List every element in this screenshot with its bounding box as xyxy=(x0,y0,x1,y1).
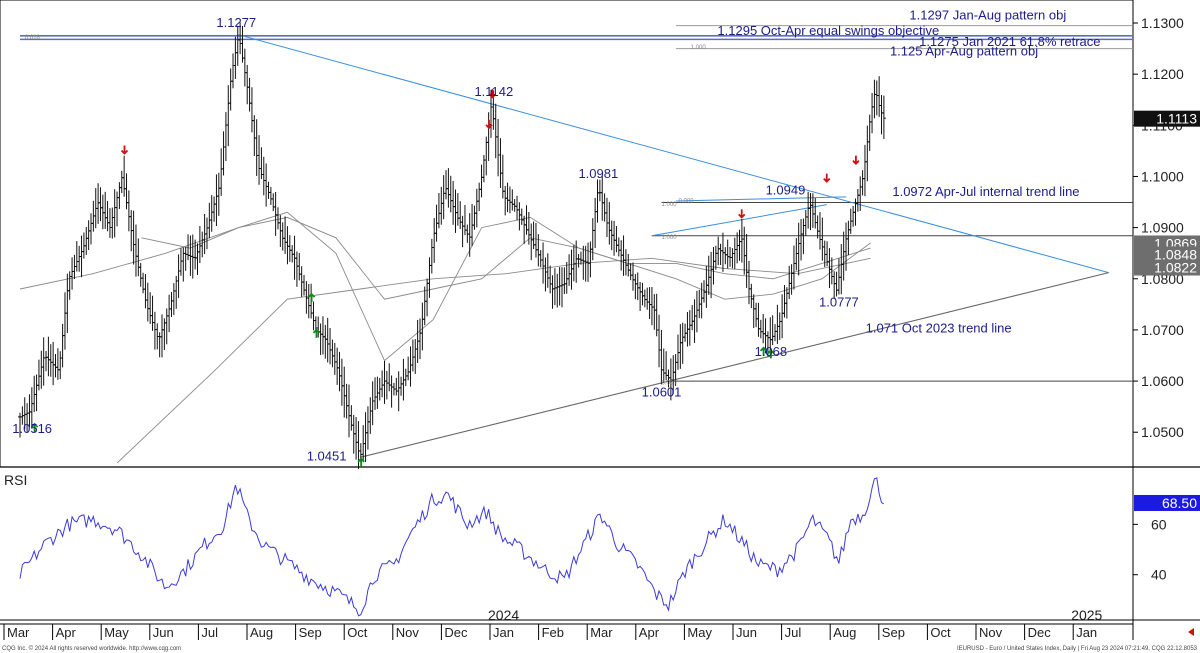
fib-ratio-label: 1.000 xyxy=(662,235,678,241)
rsi-panel[interactable]: RSI 60 40 68.50 xyxy=(4,472,1200,617)
month-label: Oct xyxy=(347,625,368,640)
annotation-text: 1.1275 Jan 2021 61.8% retrace xyxy=(919,34,1100,49)
month-label: Mar xyxy=(590,625,613,640)
rsi-line xyxy=(19,477,885,617)
rsi-current-box xyxy=(1134,494,1200,511)
symbol-caption: IEURUSD - Euro / United States Index, Da… xyxy=(957,646,1198,652)
annotation-text: 1.071 Oct 2023 trend line xyxy=(866,320,1012,335)
month-label: Feb xyxy=(542,625,564,640)
annotation-text: 1.1297 Jan-Aug pattern obj xyxy=(909,7,1066,22)
rsi-tick-label: 40 xyxy=(1151,567,1167,583)
time-axis[interactable]: Mar Apr May Jun Jul Aug Sep Oct Nov Dec Jan Feb Mar A… xyxy=(0,607,1194,640)
price-axis[interactable]: 1.13001.12001.11001.10001.09001.08001.07… xyxy=(1133,15,1200,440)
month-label: May xyxy=(687,625,712,640)
down-arrow-icon xyxy=(738,209,746,219)
trend-lines xyxy=(238,34,1109,458)
up-arrow-icon xyxy=(312,328,321,338)
price-tick-label: 1.0500 xyxy=(1141,424,1184,440)
month-label: Jun xyxy=(153,625,174,640)
annotations: 1.1277 1.1142 1.0981 1.0949 1.0777 1.068 1.060… xyxy=(12,7,1100,463)
up-arrow-icon xyxy=(30,422,39,433)
price-tick-label: 1.0700 xyxy=(1141,322,1184,338)
ohlc-bars xyxy=(18,22,886,470)
month-label: Nov xyxy=(396,625,420,640)
year-label: 2025 xyxy=(1071,607,1102,623)
moving-average-1 xyxy=(19,211,871,362)
fib-ratio-label: 0.618 xyxy=(25,35,41,41)
price-tick-label: 1.1200 xyxy=(1141,66,1184,82)
rsi-current-value: 68.50 xyxy=(1162,495,1197,511)
month-label: Oct xyxy=(930,625,951,640)
down-arrow-icon xyxy=(120,145,129,155)
price-plot-area xyxy=(0,0,1134,468)
scroll-left-icon[interactable] xyxy=(1188,628,1194,636)
annotation-text: 1.0972 Apr-Jul internal trend line xyxy=(892,184,1079,199)
year-label: 2024 xyxy=(488,607,519,623)
down-arrow-icon xyxy=(485,119,493,130)
price-marker-box xyxy=(1134,246,1200,263)
trend-line-4 xyxy=(676,196,847,202)
trend-line-3 xyxy=(651,204,827,237)
signal-arrows xyxy=(30,89,860,467)
down-arrow-icon xyxy=(488,89,497,99)
month-label: Jul xyxy=(785,625,802,640)
month-label: Jan xyxy=(493,625,514,640)
price-point-label: 1.0601 xyxy=(642,385,682,400)
ohlc-bar xyxy=(881,95,886,140)
month-label: Aug xyxy=(833,625,856,640)
month-label: Sep xyxy=(882,625,905,640)
price-marker-text: 1.1113 xyxy=(1156,111,1197,127)
price-tick-label: 1.0900 xyxy=(1141,220,1184,236)
price-marker-box xyxy=(1134,259,1200,276)
rsi-title: RSI xyxy=(4,472,27,488)
up-arrow-icon xyxy=(767,349,775,359)
price-point-label: 1.1277 xyxy=(216,15,256,30)
month-label: May xyxy=(104,625,129,640)
price-point-label: 1.0981 xyxy=(578,166,618,181)
up-arrow-icon xyxy=(759,346,768,356)
month-label: Apr xyxy=(56,625,77,640)
down-arrow-icon xyxy=(852,155,860,165)
month-label: Apr xyxy=(639,625,660,640)
price-point-label: 1.0451 xyxy=(307,448,347,463)
price-point-label: 1.068 xyxy=(755,344,788,359)
price-point-label: 1.0516 xyxy=(12,421,52,436)
month-label: Jun xyxy=(736,625,757,640)
month-label: Nov xyxy=(979,625,1003,640)
price-marker-text: 1.0848 xyxy=(1154,246,1197,262)
down-arrow-icon xyxy=(823,173,831,183)
month-label: Dec xyxy=(1028,625,1052,640)
price-marker-box xyxy=(1134,110,1200,127)
trend-line-2 xyxy=(360,272,1109,458)
up-arrow-icon xyxy=(357,457,365,467)
fib-ratio-label: 0.000 xyxy=(662,381,678,387)
month-label: Mar xyxy=(7,625,30,640)
month-label: Jul xyxy=(201,625,218,640)
month-label: Jan xyxy=(1076,625,1097,640)
fib-ratio-label: 0.000 xyxy=(679,199,695,205)
price-point-label: 1.0949 xyxy=(766,183,806,198)
month-label: Dec xyxy=(444,625,468,640)
price-point-label: 1.0777 xyxy=(819,295,859,310)
up-arrow-icon xyxy=(307,292,316,303)
annotation-text: 1.125 Apr-Aug pattern obj xyxy=(890,44,1038,59)
footer: CQG Inc. © 2024 All rights reserved worl… xyxy=(2,645,1198,652)
horizontal-levels xyxy=(20,25,1133,382)
rsi-tick-label: 60 xyxy=(1151,516,1167,532)
price-tick-label: 1.1300 xyxy=(1141,15,1184,31)
month-label: Aug xyxy=(250,625,273,640)
copyright-text: CQG Inc. © 2024 All rights reserved worl… xyxy=(2,645,181,652)
price-point-label: 1.1142 xyxy=(474,84,513,99)
month-label: Sep xyxy=(299,625,322,640)
fib-ratio-label: 1.000 xyxy=(662,202,678,208)
price-marker-text: 1.0822 xyxy=(1154,260,1197,276)
fib-ratio-label: 1.000 xyxy=(691,45,707,51)
price-tick-label: 1.1000 xyxy=(1141,168,1184,184)
trend-line-1 xyxy=(238,34,1109,274)
price-tick-label: 1.0600 xyxy=(1141,373,1184,389)
annotation-text: 1.1295 Oct-Apr equal swings objective xyxy=(717,23,939,38)
